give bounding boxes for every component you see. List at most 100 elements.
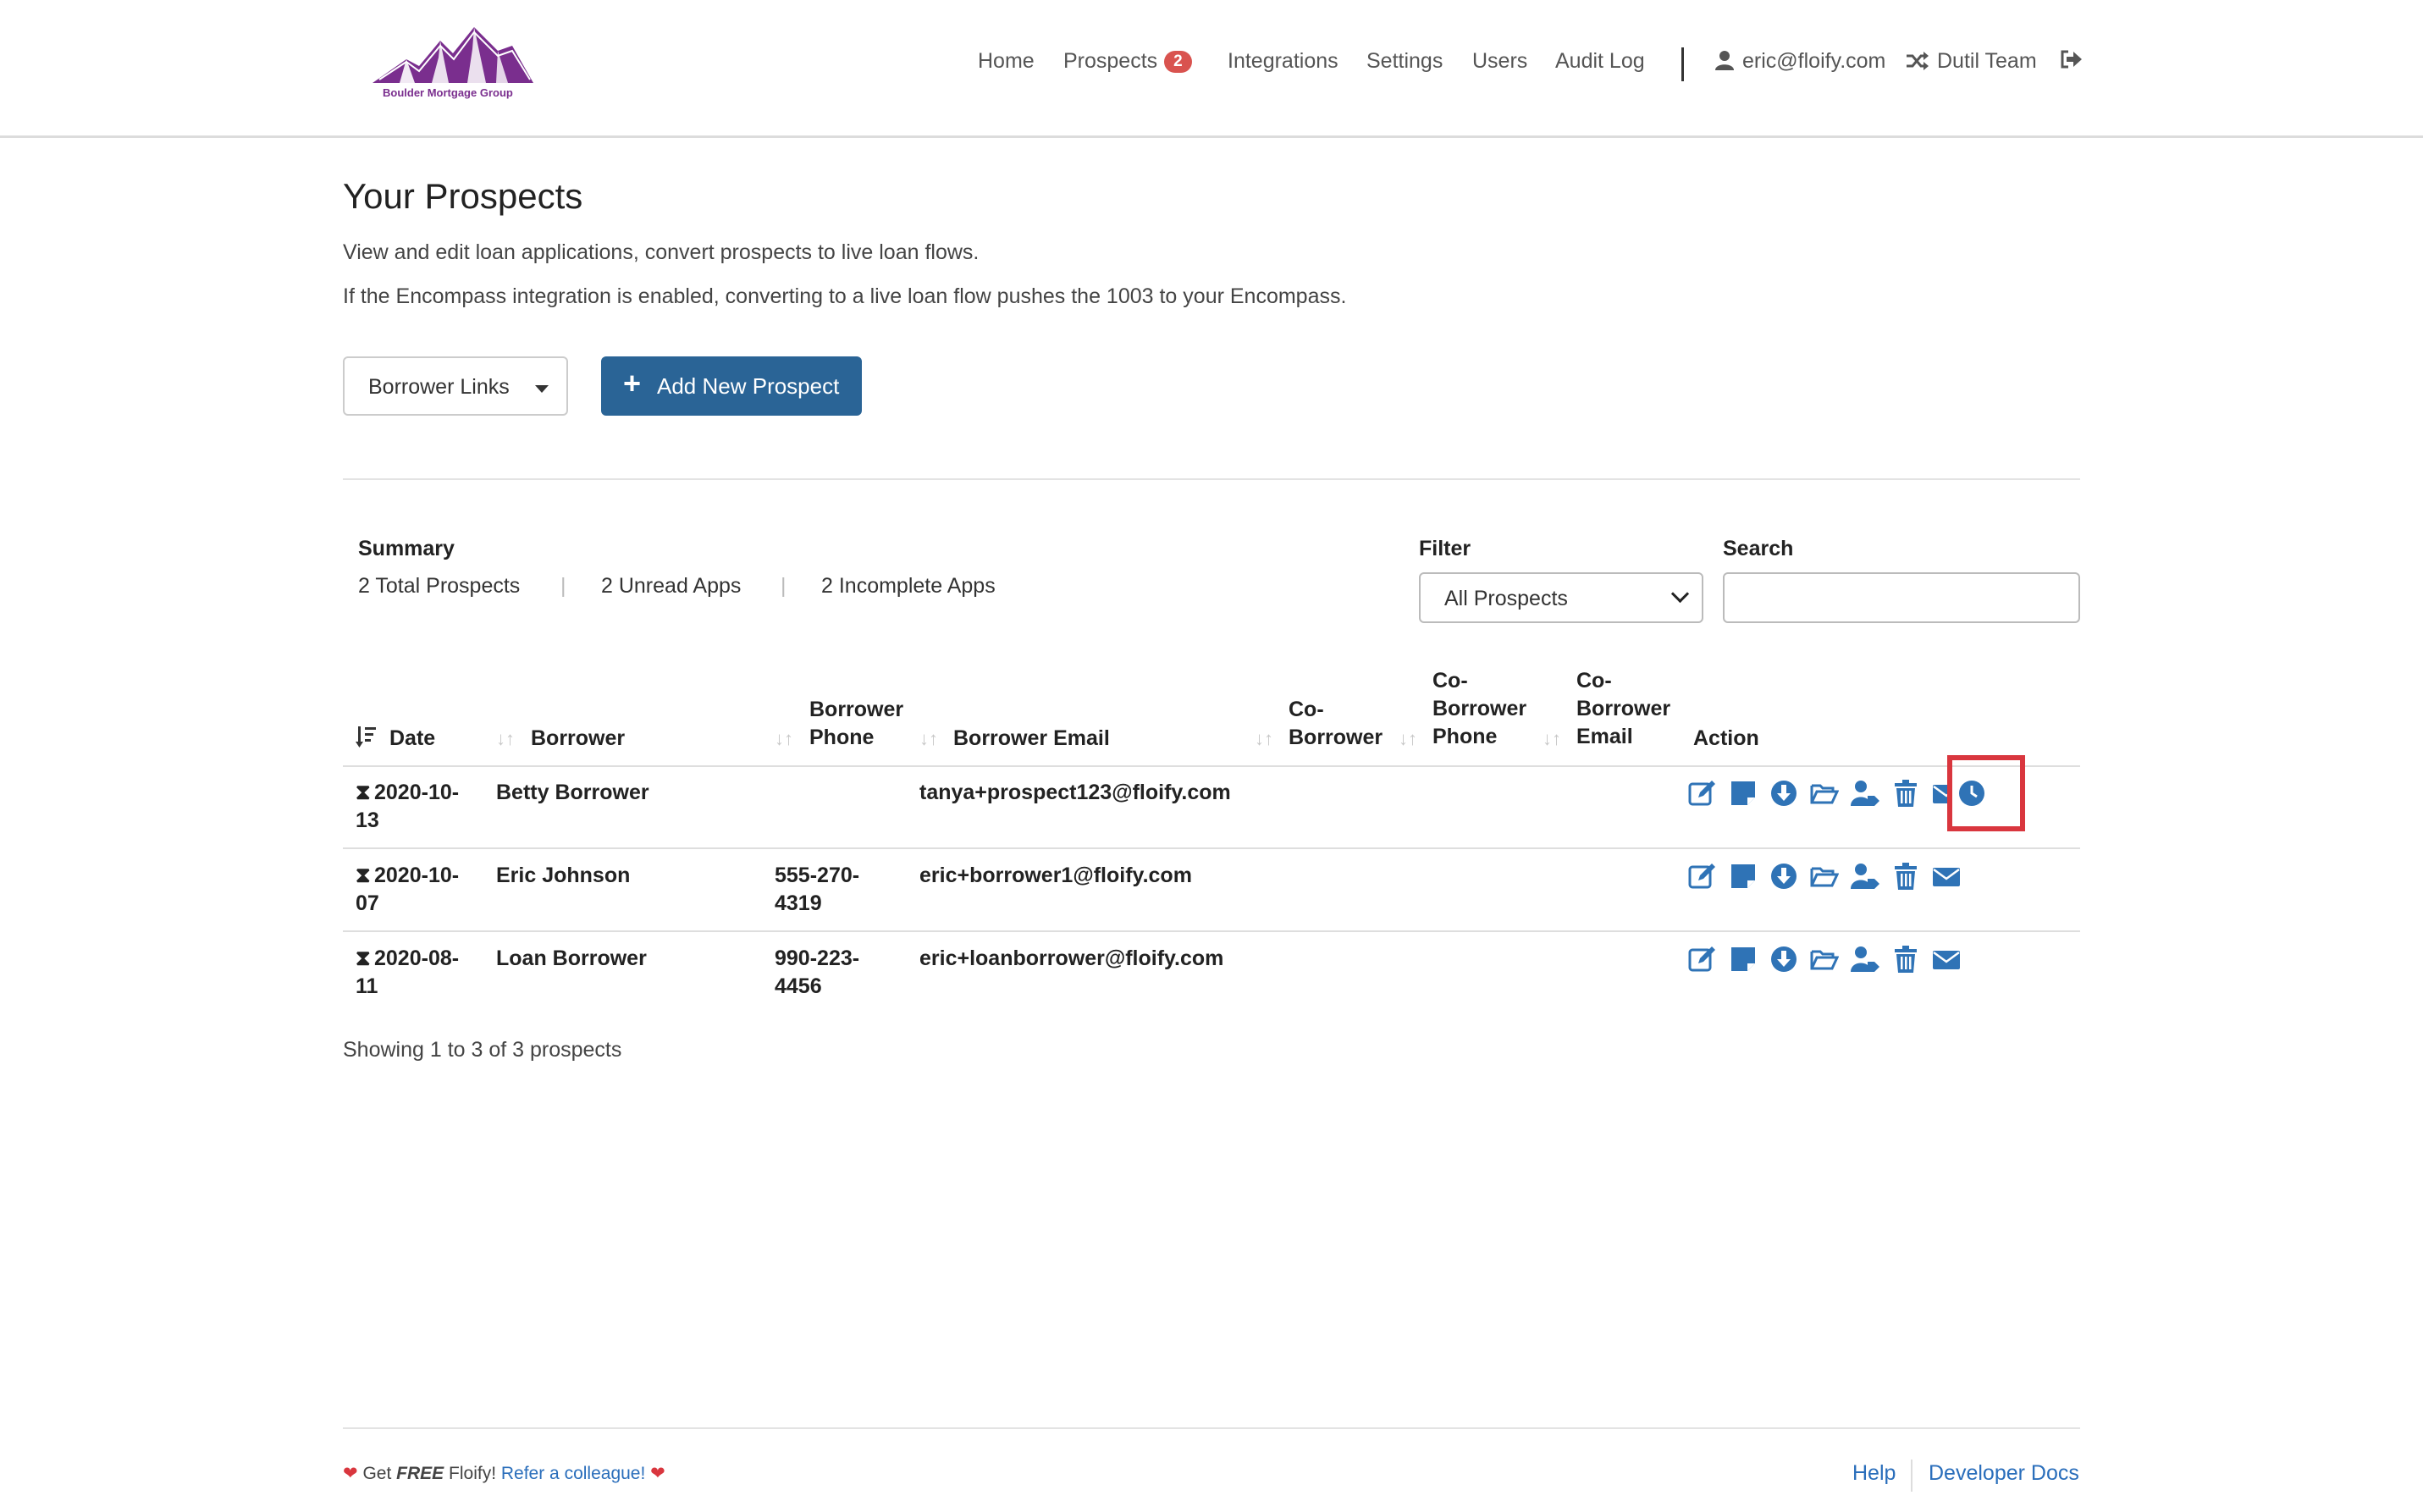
row-actions bbox=[1688, 945, 1961, 974]
nav-team-switcher[interactable]: Dutil Team bbox=[1907, 49, 2037, 76]
page-title: Your Prospects bbox=[343, 176, 583, 216]
sort-desc-icon[interactable] bbox=[356, 725, 378, 753]
sort-icon[interactable]: ↓↑ bbox=[1399, 728, 1417, 749]
row-date: ⧗ 2020-10- 13 bbox=[356, 779, 459, 835]
envelope-icon[interactable] bbox=[1932, 945, 1961, 974]
download-icon[interactable] bbox=[1769, 862, 1798, 891]
download-icon[interactable] bbox=[1769, 945, 1798, 974]
user-tag-icon[interactable] bbox=[1851, 862, 1879, 891]
folder-open-icon[interactable] bbox=[1810, 862, 1839, 891]
trash-icon[interactable] bbox=[1891, 945, 1920, 974]
sticky-note-icon[interactable] bbox=[1729, 945, 1758, 974]
nav-users[interactable]: Users bbox=[1472, 49, 1528, 73]
total-prospects: 2 Total Prospects bbox=[358, 574, 521, 598]
folder-open-icon[interactable] bbox=[1810, 945, 1839, 974]
header-line: Borrower bbox=[809, 698, 904, 721]
row-email: tanya+prospect123@floify.com bbox=[919, 781, 1231, 804]
chevron-down-icon bbox=[1670, 584, 1690, 604]
row-email: eric+loanborrower@floify.com bbox=[919, 946, 1224, 970]
add-new-prospect-button[interactable]: + Add New Prospect bbox=[601, 356, 862, 416]
footer-referral: ❤ Get FREE Floify! Refer a colleague! ❤ bbox=[343, 1463, 665, 1484]
search-input[interactable] bbox=[1723, 572, 2080, 623]
phone-part: 4319 bbox=[775, 891, 822, 915]
sort-icon[interactable]: ↓↑ bbox=[1255, 728, 1273, 749]
folder-open-icon[interactable] bbox=[1810, 779, 1839, 808]
header-line: Borrower bbox=[1576, 697, 1671, 720]
header-line: Phone bbox=[1432, 725, 1498, 748]
nav-prospects[interactable]: Prospects 2 bbox=[1063, 49, 1192, 74]
developer-docs-link[interactable]: Developer Docs bbox=[1929, 1461, 2079, 1485]
nav-audit-log[interactable]: Audit Log bbox=[1555, 49, 1645, 73]
download-icon[interactable] bbox=[1769, 779, 1798, 808]
sort-icon[interactable]: ↓↑ bbox=[496, 728, 515, 749]
sort-icon[interactable]: ↓↑ bbox=[1543, 728, 1561, 749]
edit-icon[interactable] bbox=[1688, 945, 1717, 974]
header-borrower[interactable]: Borrower bbox=[531, 726, 626, 750]
nav-user-menu[interactable]: eric@floify.com bbox=[1715, 49, 1885, 76]
caret-down-icon bbox=[535, 385, 549, 393]
table-header-divider bbox=[343, 765, 2080, 767]
nav-integrations[interactable]: Integrations bbox=[1228, 49, 1338, 73]
nav-home[interactable]: Home bbox=[978, 49, 1035, 73]
sticky-note-icon[interactable] bbox=[1729, 779, 1758, 808]
header-action: Action bbox=[1693, 726, 1759, 750]
edit-icon[interactable] bbox=[1688, 862, 1717, 891]
row-borrower[interactable]: Loan Borrower bbox=[496, 946, 647, 970]
summary-heading: Summary bbox=[358, 537, 455, 560]
header-line: Phone bbox=[809, 726, 875, 749]
sort-icon[interactable]: ↓↑ bbox=[775, 728, 793, 749]
sign-out-icon[interactable] bbox=[2060, 49, 2082, 75]
borrower-links-dropdown[interactable]: Borrower Links bbox=[343, 356, 568, 416]
date-part: 2020-10- bbox=[374, 864, 460, 887]
refer-colleague-link[interactable]: Refer a colleague! bbox=[500, 1464, 646, 1483]
help-link[interactable]: Help bbox=[1852, 1461, 1896, 1485]
incomplete-apps: 2 Incomplete Apps bbox=[821, 574, 996, 598]
sort-icon[interactable]: ↓↑ bbox=[919, 728, 938, 749]
shuffle-icon bbox=[1907, 52, 1929, 76]
logo-caption: Boulder Mortgage Group bbox=[383, 86, 513, 99]
user-tag-icon[interactable] bbox=[1851, 945, 1879, 974]
edit-icon[interactable] bbox=[1688, 779, 1717, 808]
header-date[interactable]: Date bbox=[389, 726, 436, 750]
trash-icon[interactable] bbox=[1891, 862, 1920, 891]
phone-part: 555-270- bbox=[775, 864, 860, 887]
row-actions bbox=[1688, 779, 1986, 808]
sticky-note-icon[interactable] bbox=[1729, 862, 1758, 891]
plus-icon: + bbox=[623, 366, 642, 400]
footer-free: FREE bbox=[396, 1464, 444, 1483]
header-line: Email bbox=[1576, 725, 1633, 748]
hourglass-icon: ⧗ bbox=[356, 946, 371, 970]
header-borrower-email[interactable]: Borrower Email bbox=[953, 726, 1110, 750]
filter-selected-value: All Prospects bbox=[1444, 587, 1568, 610]
header-co-borrower-phone[interactable]: Co- Borrower Phone bbox=[1432, 667, 1526, 751]
row-borrower[interactable]: Eric Johnson bbox=[496, 864, 631, 887]
trash-icon[interactable] bbox=[1891, 779, 1920, 808]
date-part: 07 bbox=[356, 891, 379, 915]
borrower-links-label: Borrower Links bbox=[368, 375, 510, 399]
nav-settings[interactable]: Settings bbox=[1366, 49, 1443, 73]
row-date: ⧗ 2020-10- 07 bbox=[356, 862, 459, 918]
header-line: Borrower bbox=[1289, 726, 1383, 749]
hourglass-icon: ⧗ bbox=[356, 864, 371, 887]
date-part: 11 bbox=[356, 974, 378, 998]
header-borrower-phone[interactable]: Borrower Phone bbox=[809, 696, 903, 752]
page-description: View and edit loan applications, convert… bbox=[343, 240, 980, 264]
user-tag-icon[interactable] bbox=[1851, 779, 1879, 808]
heart-icon: ❤ bbox=[343, 1464, 358, 1483]
row-borrower[interactable]: Betty Borrower bbox=[496, 781, 649, 804]
filter-select[interactable]: All Prospects bbox=[1419, 572, 1703, 623]
header-co-borrower-email[interactable]: Co- Borrower Email bbox=[1576, 667, 1670, 751]
footer-floify: Floify! bbox=[449, 1464, 497, 1483]
user-email: eric@floify.com bbox=[1742, 49, 1886, 73]
mountain-logo-icon bbox=[373, 27, 533, 83]
envelope-icon[interactable] bbox=[1932, 862, 1961, 891]
date-part: 2020-08- bbox=[374, 946, 460, 970]
summary-separator: | bbox=[560, 574, 566, 598]
clock-icon[interactable] bbox=[1957, 779, 1986, 808]
header-co-borrower[interactable]: Co- Borrower bbox=[1289, 696, 1383, 752]
company-logo[interactable]: Boulder Mortgage Group bbox=[373, 24, 542, 107]
footer-divider bbox=[343, 1427, 2080, 1429]
highlight-box bbox=[1947, 755, 2025, 831]
envelope-icon[interactable] bbox=[1932, 779, 1949, 808]
row-actions bbox=[1688, 862, 1961, 891]
